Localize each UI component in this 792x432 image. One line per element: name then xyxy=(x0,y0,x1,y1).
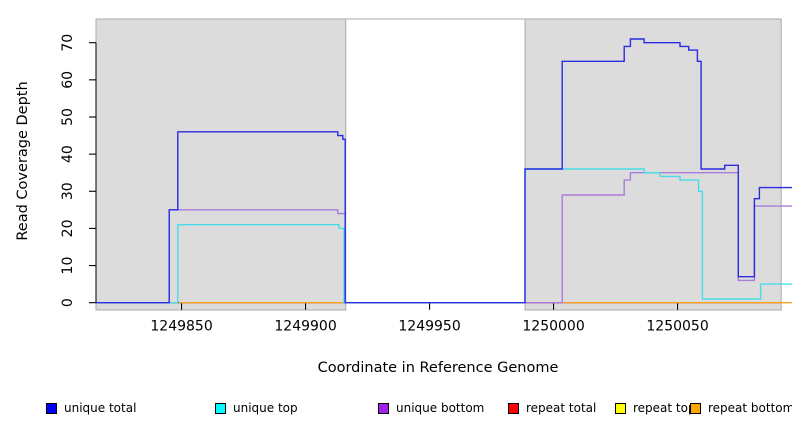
y-tick-label: 70 xyxy=(60,34,76,52)
y-tick-label: 60 xyxy=(60,71,76,89)
legend-swatch-icon xyxy=(46,402,57,414)
legend-item-unique-total: unique total xyxy=(46,399,136,417)
plot-canvas: 0 10 20 30 40 50 60 70 1249850 1249900 1249950 1250… xyxy=(15,18,792,376)
x-tick-label: 1250050 xyxy=(646,319,708,335)
y-tick-label: 30 xyxy=(60,182,76,200)
legend-swatch-icon xyxy=(215,402,226,414)
legend-item-repeat-bottom: repeat bottom xyxy=(690,399,792,417)
repeat-region-shade xyxy=(524,18,782,311)
series-unique-total-line xyxy=(96,38,792,304)
x-axis-title: Coordinate in Reference Genome xyxy=(318,360,559,376)
legend-swatch-icon xyxy=(378,402,389,414)
legend-label: repeat bottom xyxy=(708,401,792,415)
legend-swatch-icon xyxy=(615,402,626,414)
y-tick-label: 40 xyxy=(60,145,76,163)
series-unique-bottom-line xyxy=(96,172,792,304)
legend-item-unique-top: unique top xyxy=(215,399,298,417)
legend-swatch-icon xyxy=(508,402,519,414)
series-unique-top-line xyxy=(96,168,792,304)
legend-label: unique bottom xyxy=(396,401,485,415)
legend: unique total unique top unique bottom repea… xyxy=(0,399,792,419)
legend-label: repeat top xyxy=(633,401,696,415)
y-tick-label: 20 xyxy=(60,220,76,238)
data-series xyxy=(96,38,792,304)
legend-item-unique-bottom: unique bottom xyxy=(378,399,484,417)
y-tick-label: 10 xyxy=(60,257,76,275)
repeat-region-shade xyxy=(95,18,347,311)
y-tick-label: 50 xyxy=(60,108,76,126)
x-tick-label: 1250000 xyxy=(522,319,584,335)
axes: 0 10 20 30 40 50 60 70 1249850 1249900 1249950 1250… xyxy=(60,34,781,335)
legend-label: unique top xyxy=(233,401,298,415)
legend-item-repeat-total: repeat total xyxy=(508,399,596,417)
y-tick-label: 0 xyxy=(60,298,76,307)
legend-item-repeat-top: repeat top xyxy=(615,399,696,417)
x-tick-label: 1249900 xyxy=(274,319,336,335)
legend-label: repeat total xyxy=(526,401,597,415)
legend-label: unique total xyxy=(64,401,137,415)
repeat-region-shading xyxy=(95,18,782,311)
x-tick-label: 1249850 xyxy=(150,319,212,335)
legend-swatch-icon xyxy=(690,402,701,414)
x-tick-label: 1249950 xyxy=(398,319,460,335)
y-axis-title: Read Coverage Depth xyxy=(15,81,31,240)
